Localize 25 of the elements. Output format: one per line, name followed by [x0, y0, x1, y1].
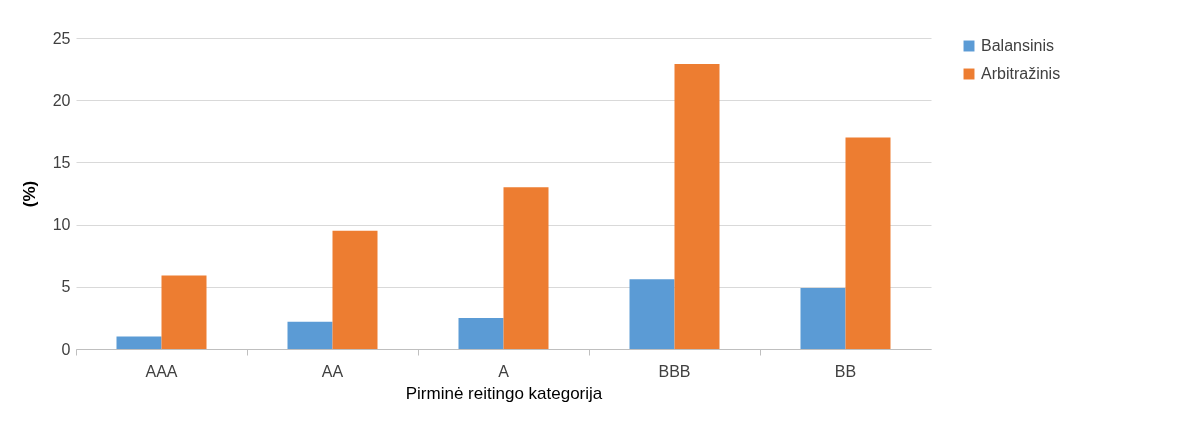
- x-tick-label: AA: [321, 362, 344, 380]
- y-tick-label: 0: [61, 340, 71, 358]
- bar: [332, 230, 378, 349]
- x-tick-label: BB: [834, 362, 857, 380]
- bar: [161, 275, 207, 349]
- y-tick-label: 15: [52, 153, 71, 171]
- legend-label: Balansinis: [981, 37, 1054, 54]
- x-axis-title: Pirminė reitingo kategorija: [405, 383, 603, 403]
- bar: [800, 288, 846, 349]
- legend-label: Arbitražinis: [981, 65, 1061, 82]
- bar: [458, 317, 504, 349]
- y-tick-label: 25: [52, 29, 71, 47]
- x-tick-label: AAA: [145, 362, 178, 380]
- bar: [116, 336, 162, 349]
- bar: [845, 137, 891, 349]
- bar: [287, 321, 333, 349]
- y-axis-title: (%): [19, 180, 39, 208]
- bar: [674, 64, 720, 349]
- x-tick-label: A: [498, 362, 510, 380]
- y-tick-label: 10: [52, 216, 71, 234]
- bar: [629, 279, 675, 349]
- x-tick-label: BBB: [658, 362, 691, 380]
- y-tick-label: 20: [52, 91, 71, 109]
- bar: [503, 187, 549, 349]
- y-tick-label: 5: [61, 278, 71, 296]
